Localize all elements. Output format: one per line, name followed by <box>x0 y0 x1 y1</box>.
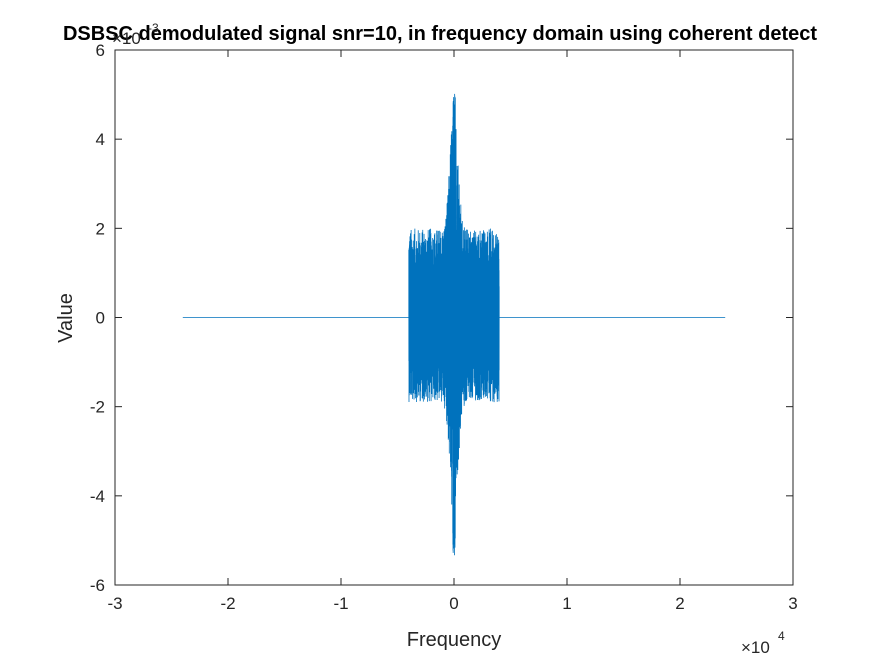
y-tick-label: -6 <box>90 576 105 595</box>
y-axis-ticks: -6 -4 -2 0 2 4 6 <box>90 41 793 595</box>
y-tick-label: 4 <box>96 130 105 149</box>
x-axis-exponent: ×10 4 <box>741 629 785 656</box>
y-axis-exponent: ×10 -3 <box>112 21 159 48</box>
y-tick-label: 0 <box>96 309 105 328</box>
y-axis-label: Value <box>55 293 77 343</box>
x-tick-label: 2 <box>675 594 684 613</box>
axes: -3 -2 -1 0 1 2 3 -6 -4 -2 0 2 4 6 <box>90 41 798 613</box>
x-exponent-power: 4 <box>778 629 785 643</box>
chart-title: DSBSC demodulated signal snr=10, in freq… <box>63 23 817 45</box>
x-exponent-base: ×10 <box>741 638 770 656</box>
y-tick-label: 2 <box>96 219 105 238</box>
y-tick-label: -2 <box>90 398 105 417</box>
x-axis-label: Frequency <box>407 629 502 651</box>
y-tick-label: 6 <box>96 41 105 60</box>
y-tick-label: -4 <box>90 487 105 506</box>
x-tick-label: 0 <box>449 594 458 613</box>
x-tick-label: 3 <box>788 594 797 613</box>
x-tick-label: -2 <box>220 594 235 613</box>
signal-series-line <box>182 93 726 556</box>
y-exponent-base: ×10 <box>112 29 141 48</box>
data-layer <box>182 93 726 556</box>
x-tick-label: 1 <box>562 594 571 613</box>
y-exponent-power: -3 <box>148 21 159 35</box>
x-tick-label: -1 <box>333 594 348 613</box>
x-tick-label: -3 <box>107 594 122 613</box>
x-axis-ticks: -3 -2 -1 0 1 2 3 <box>107 50 798 613</box>
